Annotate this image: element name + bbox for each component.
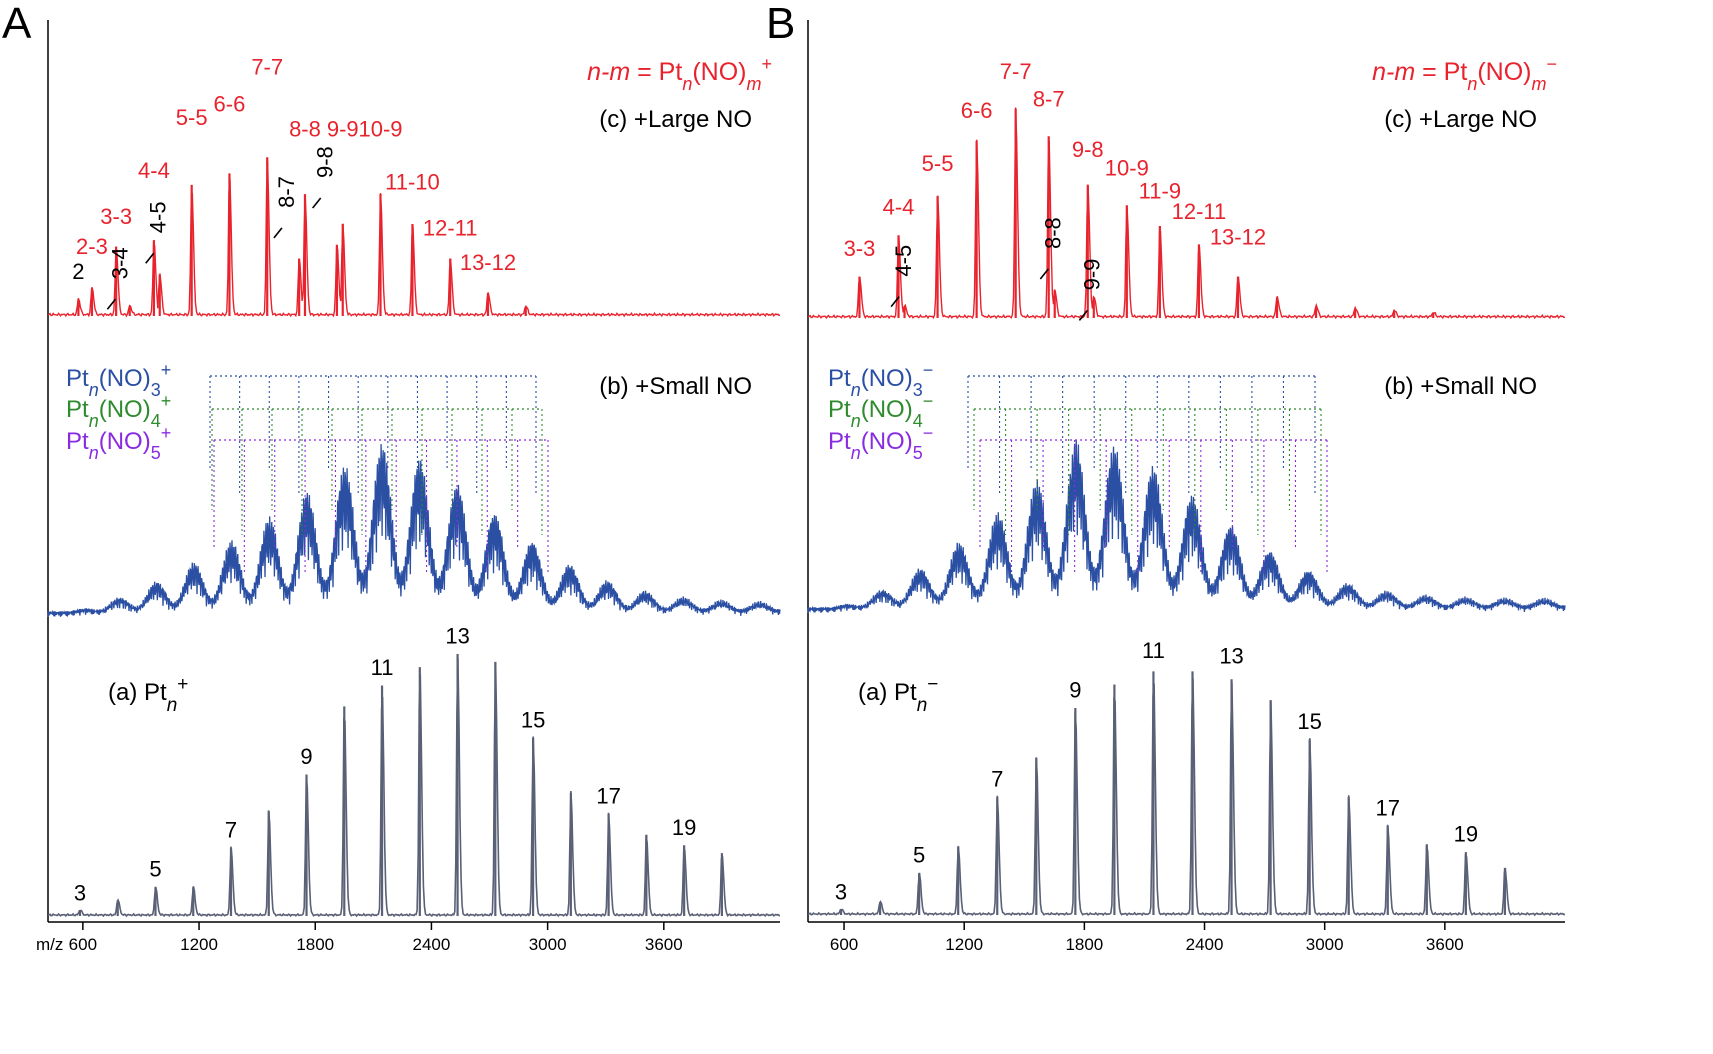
peak-label: 9 [300,744,312,769]
peak-label: 15 [1297,709,1321,734]
trace-c-label: (c) +Large NO [599,106,752,133]
panel-letter: A [2,0,32,48]
peak-label: 12-11 [1172,199,1227,224]
peak-label: 5 [913,843,925,868]
formula-key: n-m = Ptn(NO)m+ [587,54,772,94]
peak-label: 4-5 [891,245,916,277]
arrow-icon [273,227,283,239]
series-key-1: Ptn(NO)3− [828,360,933,400]
peak-label: 19 [672,815,696,840]
peak-label: 9 [1069,678,1081,703]
trace-c-label: (c) +Large NO [1384,106,1537,133]
spectrum-a-line [47,657,781,918]
peak-label: 7-7 [251,55,283,80]
peak-label: 4-4 [138,158,170,183]
peak-label: 3 [835,879,847,904]
peak-label: 12-11 [423,216,478,241]
peak-label: 8-8 [1040,217,1065,249]
peak-label: 9-8 [1072,137,1104,162]
series-key-2: Ptn(NO)4+ [66,391,171,431]
peak-label: 10-9 [1105,155,1149,180]
x-tick-label: 600 [830,935,858,954]
peak-label: 7 [225,817,237,842]
peak-label: 3 [74,880,86,905]
x-tick-label: 3000 [1306,935,1344,954]
peak-label: 5 [149,857,161,882]
peak-label: 11-10 [385,170,440,195]
formula-key: n-m = Ptn(NO)m− [1372,54,1557,94]
peak-label: 2-3 [76,234,108,259]
spectrum-a-line [807,678,1566,917]
peak-label: 5-5 [922,151,954,176]
peak-label: 6-6 [214,91,246,116]
x-tick-label: 3000 [529,935,567,954]
peak-label: 3-4 [107,247,132,279]
x-tick-label: 600 [69,935,97,954]
arrow-icon [1039,268,1049,280]
x-tick-label: 3600 [1426,935,1464,954]
peak-label: 8-7 [1033,86,1065,111]
peak-label: 6-6 [961,98,993,123]
spectrum-b-line [47,444,781,618]
arrow-icon [106,298,117,310]
peak-label: 7 [991,767,1003,792]
peak-label: 17 [1376,795,1400,820]
peak-label: 9-8 [313,146,338,178]
peak-label: 15 [521,707,545,732]
peak-label: 10-9 [358,117,402,142]
peak-label: 3-3 [100,204,132,229]
peak-label: 13-12 [460,250,516,275]
spectrum-c-line [47,161,780,318]
trace-b-label: (b) +Small NO [1384,373,1537,400]
arrow-icon [312,197,322,209]
x-tick-label: 3600 [645,935,683,954]
trace-a-label: (a) Ptn− [858,674,938,716]
trace-b-label: (b) +Small NO [599,373,752,400]
peak-label: 4-4 [883,195,915,220]
peak-label: 11 [1142,638,1165,663]
x-tick-label: 1200 [945,935,983,954]
series-key-3: Ptn(NO)5− [828,423,933,463]
x-tick-label: 2400 [413,935,451,954]
x-tick-label: 1200 [180,935,218,954]
panel-letter: B [766,0,795,48]
trace-a-label: (a) Ptn+ [108,674,188,716]
peak-label: 11 [371,655,394,680]
peak-label: 11-9 [1139,178,1181,203]
peak-label: 4-5 [146,201,171,233]
x-tick-label: 1800 [1065,935,1103,954]
peak-label: 8-8 [289,117,321,142]
peak-label: 3-3 [844,236,876,261]
peak-label: 9-9 [1079,259,1104,291]
peak-label: 19 [1454,822,1478,847]
peak-label: 8-7 [274,176,299,208]
arrow-icon [145,252,155,264]
peak-label: 13 [1219,643,1243,668]
series-key-3: Ptn(NO)5+ [66,423,171,463]
x-tick-label: 2400 [1186,935,1224,954]
series-key-2: Ptn(NO)4− [828,391,933,431]
panel-a: A 600 1200 1800 2400 3000 3600 m/z 22-3 3-34-4 5-5… [2,0,781,954]
peak-label: 7-7 [1000,59,1032,84]
x-axis-label: m/z [36,935,63,954]
peak-label: 13-12 [1210,224,1266,249]
spectrum-c-line [807,107,1565,320]
peak-label: 2 [72,259,84,284]
peak-label: 13 [445,624,469,649]
peak-label: 17 [596,783,620,808]
x-tick-label: 1800 [296,935,334,954]
arrow-icon [1078,309,1089,321]
arrow-icon [890,296,900,308]
spectrum-b-line [807,439,1566,614]
peak-label: 5-5 [176,105,208,130]
series-key-1: Ptn(NO)3+ [66,360,171,400]
peak-label: 9-9 [327,117,359,142]
